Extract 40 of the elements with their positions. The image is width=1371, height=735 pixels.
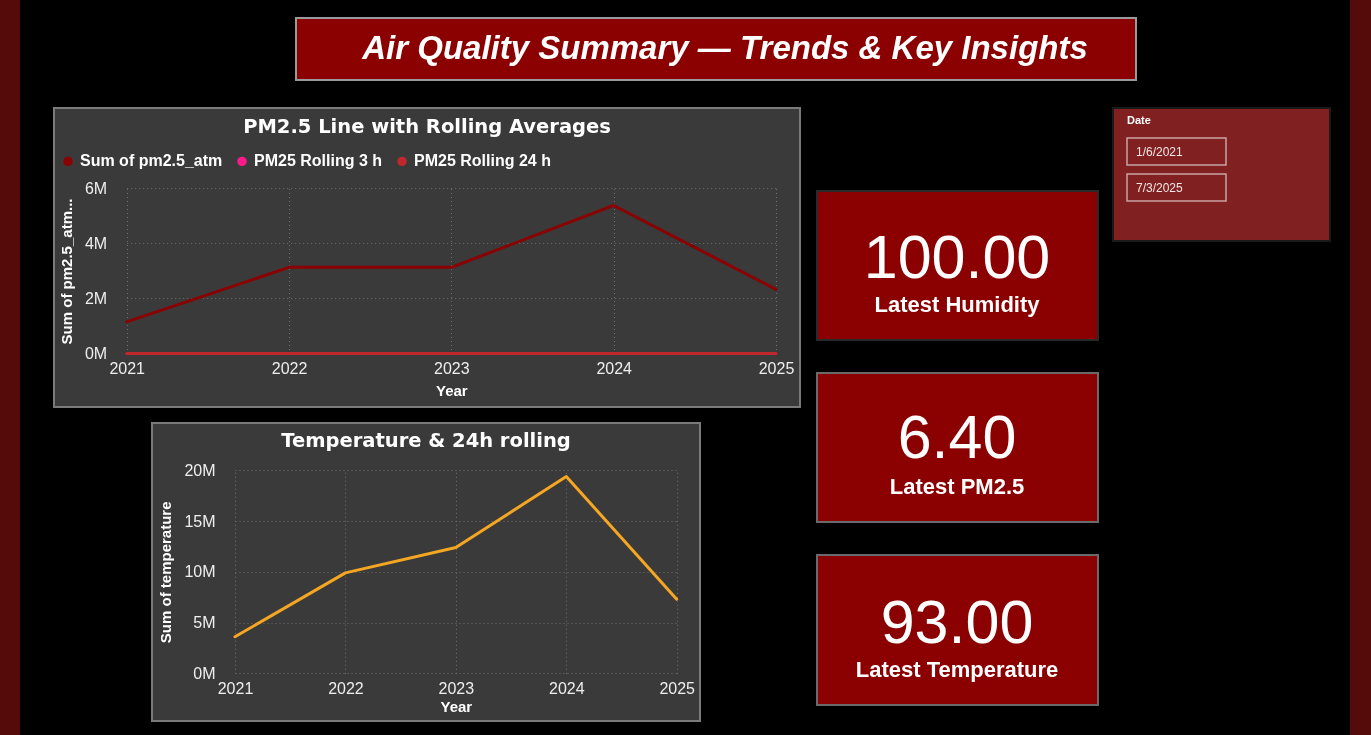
y-tick-label: 4M	[84, 234, 108, 252]
x-tick-label: 2023	[438, 679, 475, 697]
text: 7/3/2025	[1136, 181, 1184, 195]
text: 100.00	[863, 223, 1051, 291]
legend-label: Sum of pm2.5_atm	[80, 152, 223, 170]
y-tick-label: 0M	[84, 345, 108, 362]
text: 6.40	[897, 403, 1017, 471]
x-axis-title: Year	[440, 697, 473, 715]
line-series	[125, 203, 778, 324]
x-tick-label: 2021	[109, 360, 146, 377]
chart-title: PM2.5 Line with Rolling Averages	[243, 115, 611, 138]
x-tick-label: 2021	[217, 679, 254, 697]
text: Date	[1127, 114, 1151, 126]
text: Latest Temperature	[855, 657, 1059, 682]
text: Latest Humidity	[874, 292, 1041, 317]
text: 1/6/2021	[1136, 145, 1184, 159]
legend-label: PM25 Rolling 24 h	[414, 152, 551, 170]
y-tick-label: 15M	[184, 512, 216, 530]
y-axis-title: Sum of pm2.5_atm...	[57, 198, 75, 345]
x-tick-label: 2022	[328, 679, 364, 697]
x-tick-label: 2022	[271, 360, 308, 377]
text: Latest PM2.5	[889, 474, 1025, 499]
text: 93.00	[880, 588, 1034, 656]
legend-label: PM25 Rolling 3 h	[254, 152, 383, 170]
x-tick-label: 2023	[434, 360, 470, 377]
y-tick-label: 20M	[184, 461, 216, 479]
x-tick-label: 2025	[659, 679, 696, 697]
x-axis-title: Year	[436, 382, 468, 399]
chart-title: Temperature & 24h rolling	[281, 429, 571, 452]
y-tick-label: 6M	[84, 179, 108, 197]
text: Air Quality Summary — Trends & Key Insights	[361, 29, 1088, 66]
y-tick-label: 2M	[84, 289, 108, 307]
x-tick-label: 2024	[596, 360, 633, 377]
y-tick-label: 5M	[193, 614, 216, 632]
line-series	[233, 474, 679, 639]
y-tick-label: 0M	[193, 664, 216, 682]
y-tick-label: 10M	[184, 563, 216, 581]
x-tick-label: 2025	[758, 360, 795, 377]
y-axis-title: Sum of temperature	[157, 501, 175, 644]
x-tick-label: 2024	[548, 679, 585, 697]
